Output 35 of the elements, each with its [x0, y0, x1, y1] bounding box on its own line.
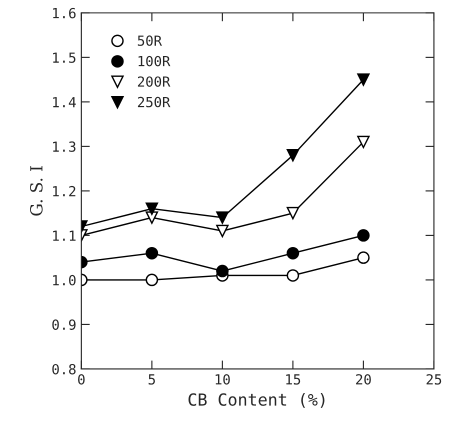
point [357, 136, 370, 148]
point [286, 149, 300, 162]
y-tick-label: 1.6 [53, 8, 76, 18]
y-tick-label: 1.4 [53, 97, 76, 108]
x-tick-label: 20 [356, 374, 371, 385]
point [146, 246, 158, 260]
y-axis-title: G. S. I [30, 166, 43, 216]
x-tick-label: 5 [148, 374, 155, 385]
y-tick-label: 1.0 [53, 274, 76, 286]
y-tick-label: 1.5 [53, 52, 76, 63]
x-tick-label: 25 [426, 374, 442, 385]
point [146, 274, 158, 286]
x-axis-title: CB Content (%) [188, 392, 324, 408]
point [216, 211, 229, 224]
x-tick-label: 0 [78, 374, 85, 385]
legend-label: 250R [138, 96, 170, 108]
point [286, 246, 300, 260]
point [357, 73, 370, 86]
legend-label: 100R [138, 56, 170, 66]
y-tick-label: 0.8 [52, 364, 76, 374]
x-tick-label: 15 [286, 374, 300, 385]
point [357, 251, 370, 264]
y-tick-label: 1.3 [53, 141, 76, 152]
point [286, 206, 300, 220]
point [146, 202, 158, 215]
y-tick-label: 0.9 [52, 319, 76, 330]
legend-label: 50R [138, 35, 162, 46]
x-tick-label: 10 [216, 374, 230, 385]
legend-label: 200R [138, 76, 170, 87]
point [286, 269, 300, 282]
point [357, 229, 370, 242]
y-tick-label: 1.1 [53, 230, 76, 241]
point [216, 224, 229, 238]
point [216, 264, 229, 278]
y-tick-label: 1.2 [53, 186, 76, 196]
